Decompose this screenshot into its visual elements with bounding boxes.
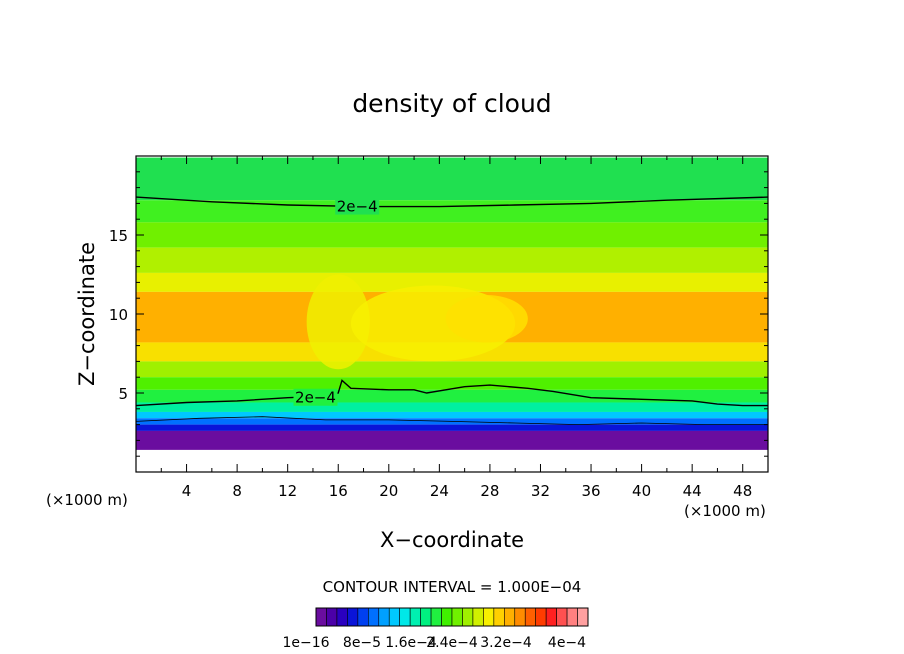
colorbar-swatch [462, 607, 474, 627]
band-11 [136, 411, 768, 419]
x-tick-label: 32 [531, 482, 550, 500]
contour-label-layer: 2e−4 2e−4 [293, 197, 380, 407]
colorbar-swatch [556, 607, 568, 627]
colorbar-swatch [472, 607, 484, 627]
contour-label-bg-1 [293, 388, 338, 406]
x-tick-label: 4 [182, 482, 192, 500]
colorbar-swatch [504, 607, 516, 627]
colorbar-swatch [420, 607, 432, 627]
contour-label-bg-0 [335, 197, 380, 215]
colorbar-label: 1.6e−4 [385, 635, 437, 651]
band-14 [136, 430, 768, 450]
colorbar-swatch [347, 607, 359, 627]
colorbar-label: 3.2e−4 [480, 635, 532, 651]
colorbar-swatch [524, 607, 536, 627]
field-feature-2 [445, 295, 528, 343]
band-4 [136, 272, 768, 292]
colorbar-swatch [493, 607, 505, 627]
field-feature-0 [306, 274, 370, 370]
x-tick-label: 24 [430, 482, 449, 500]
colorbar-label: 4e−4 [548, 635, 586, 651]
colorbar-swatch [315, 607, 327, 627]
band-0 [136, 157, 768, 201]
x-tick-label: 36 [581, 482, 600, 500]
chart-title: density of cloud [352, 89, 551, 118]
colorbar-swatch [357, 607, 369, 627]
colorbar-swatch [566, 607, 578, 627]
colorbar-swatch [483, 607, 495, 627]
colorbar-swatch [326, 607, 338, 627]
contour-line-0 [136, 196, 768, 208]
y-tick-label: 5 [118, 385, 128, 403]
colorbar-swatch [535, 607, 547, 627]
x-tick-label: 12 [278, 482, 297, 500]
band-2 [136, 222, 768, 248]
colorbar-label: 8e−5 [343, 635, 381, 651]
contour-label-1: 2e−4 [295, 389, 336, 407]
colorbar-swatch [430, 607, 442, 627]
colorbar-swatch [378, 607, 390, 627]
y-axis-label: Z−coordinate [75, 242, 99, 386]
x-tick-label: 20 [379, 482, 398, 500]
colorbar-swatch [368, 607, 380, 627]
x-tick-label: 28 [480, 482, 499, 500]
x-tick-label: 44 [683, 482, 702, 500]
colorbar-swatch [336, 607, 348, 627]
y-tick-label: 15 [109, 227, 128, 245]
contour-field [136, 157, 768, 450]
x-tick-label: 16 [329, 482, 348, 500]
band-10 [136, 402, 768, 412]
x-unit-right: (×1000 m) [684, 502, 766, 520]
x-unit-left: (×1000 m) [46, 491, 128, 509]
colorbar-swatch [451, 607, 463, 627]
band-1 [136, 200, 768, 223]
contour-interval-text: CONTOUR INTERVAL = 1.000E−04 [323, 578, 582, 596]
colorbar-frame [315, 607, 589, 627]
colorbar-swatch [388, 607, 400, 627]
colorbar-swatch [577, 607, 589, 627]
colorbar-swatch [441, 607, 453, 627]
contour-label-0: 2e−4 [337, 198, 378, 216]
band-7 [136, 361, 768, 378]
band-13 [136, 424, 768, 431]
x-axis: 4 8 12 16 20 24 28 32 36 40 44 48 [160, 156, 752, 500]
colorbar-labels: 1e−16 8e−5 1.6e−42.4e−4 3.2e−4 4e−4 [282, 635, 586, 651]
colorbar-swatch [545, 607, 557, 627]
y-axis: 5 10 15 [109, 171, 768, 457]
colorbar [315, 607, 589, 627]
colorbar-swatch [514, 607, 526, 627]
x-tick-label: 48 [733, 482, 752, 500]
band-3 [136, 247, 768, 273]
contour-line-2 [136, 416, 768, 426]
y-tick-label: 10 [109, 306, 128, 324]
colorbar-swatch [409, 607, 421, 627]
band-8 [136, 377, 768, 390]
x-tick-label: 40 [632, 482, 651, 500]
colorbar-label: 1e−16 [282, 635, 329, 651]
colorbar-label: 2.4e−4 [426, 635, 478, 651]
x-axis-label: X−coordinate [380, 528, 524, 552]
x-tick-label: 8 [232, 482, 242, 500]
colorbar-swatch [399, 607, 411, 627]
